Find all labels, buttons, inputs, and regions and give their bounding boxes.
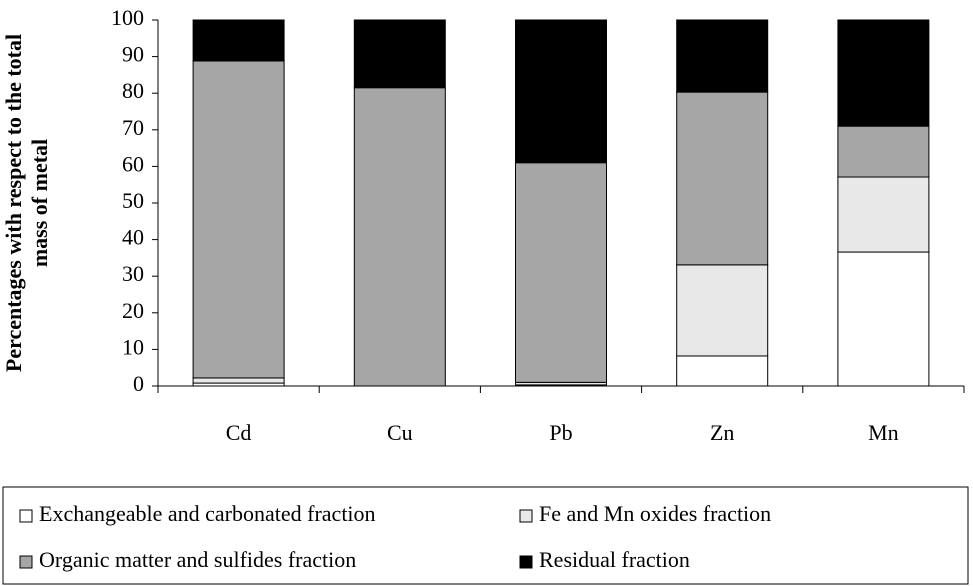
y-tick-label: 80: [122, 78, 144, 103]
bar-segment: [837, 251, 930, 387]
legend-label: Residual fraction: [539, 547, 690, 572]
bar-segment: [515, 162, 607, 383]
y-axis-title-line: Percentages with respect to the total: [1, 34, 26, 372]
legend-box: [2, 486, 969, 585]
y-tick-label: 10: [122, 334, 144, 359]
legend-label: Fe and Mn oxides fraction: [539, 501, 771, 526]
legend-swatch: [19, 555, 33, 569]
bar-segment: [192, 377, 285, 384]
y-tick-label: 90: [122, 42, 144, 67]
y-tick-label: 50: [122, 188, 144, 213]
legend-label: Exchangeable and carbonated fraction: [39, 501, 376, 526]
y-tick-label: 0: [133, 371, 144, 396]
y-axis-title: Percentages with respect to the total ma…: [1, 34, 52, 372]
bar-segment: [515, 19, 607, 164]
bar-segment: [353, 19, 446, 89]
x-tick-label: Cu: [387, 420, 413, 445]
bar-segment: [676, 355, 769, 387]
y-tick-label: 60: [122, 151, 144, 176]
bar-segment: [837, 176, 930, 253]
bar-segment: [353, 87, 446, 387]
bar-segment: [676, 91, 769, 266]
legend-swatch: [519, 509, 533, 523]
bar-segment: [676, 264, 769, 357]
y-tick-label: 20: [122, 298, 144, 323]
x-tick-label: Zn: [710, 420, 734, 445]
y-tick-label: 70: [122, 115, 144, 140]
bar-segment: [837, 19, 930, 127]
bar-segment: [192, 60, 285, 379]
legend-swatch: [19, 509, 33, 523]
y-axis-title-line: mass of metal: [27, 139, 52, 267]
x-tick-label: Pb: [549, 420, 572, 445]
y-tick-label: 40: [122, 225, 144, 250]
y-tick-label: 30: [122, 261, 144, 286]
y-tick-label: 100: [111, 5, 144, 30]
bar-segment: [192, 19, 285, 62]
bar-segment: [676, 19, 769, 93]
bar-segment: [837, 125, 930, 178]
x-tick-label: Cd: [226, 420, 252, 445]
legend-swatch: [519, 555, 533, 569]
x-tick-label: Mn: [868, 420, 899, 445]
legend-label: Organic matter and sulfides fraction: [39, 547, 356, 572]
